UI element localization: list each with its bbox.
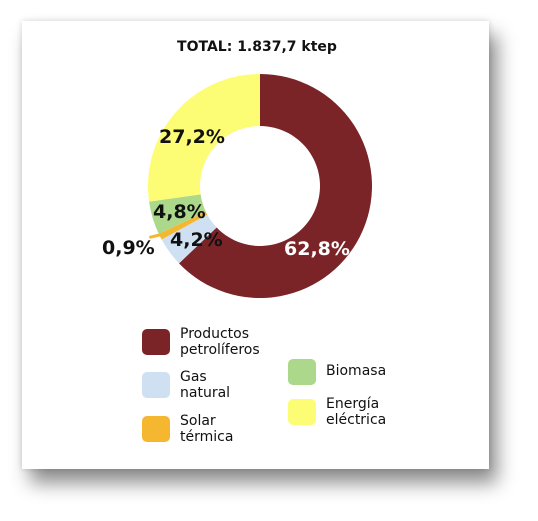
slice-gas-natural (161, 214, 217, 264)
chart-card: TOTAL: 1.837,7 ktep 62,8% 4,2% 0,9% 4,8%… (22, 21, 489, 469)
leader-line-solar-termica (149, 231, 168, 239)
donut-chart (148, 74, 373, 298)
slice-productos-petroliferos (179, 74, 373, 298)
legend-swatch (142, 329, 170, 355)
slice-energia-electrica (148, 74, 260, 202)
legend-item-energia-electrica: Energía eléctrica (288, 396, 426, 428)
chart-title: TOTAL: 1.837,7 ktep (177, 39, 337, 55)
legend-label: Gas natural (180, 369, 231, 401)
legend-label: Solar térmica (180, 413, 234, 445)
data-label-energia-electrica: 27,2% (159, 126, 225, 148)
legend-label: Biomasa (326, 363, 387, 379)
slice-biomasa (149, 194, 206, 234)
legend-swatch (288, 399, 316, 425)
slice-solar-termica (158, 211, 208, 240)
legend-swatch (142, 416, 170, 442)
data-label-gas-natural: 4,2% (170, 229, 223, 251)
legend-item-biomasa: Biomasa (288, 359, 426, 385)
legend-item-solar-termica: Solar térmica (142, 413, 280, 445)
legend-swatch (142, 372, 170, 398)
legend-item-productos-petroliferos: Productos petrolíferos (142, 326, 280, 358)
legend-label: Energía eléctrica (326, 396, 387, 428)
legend-label: Productos petrolíferos (180, 326, 260, 358)
legend-item-gas-natural: Gas natural (142, 369, 280, 401)
data-label-productos-petroliferos: 62,8% (284, 238, 350, 260)
data-label-solar-termica: 0,9% (102, 237, 155, 259)
legend-swatch (288, 359, 316, 385)
data-label-biomasa: 4,8% (153, 201, 206, 223)
